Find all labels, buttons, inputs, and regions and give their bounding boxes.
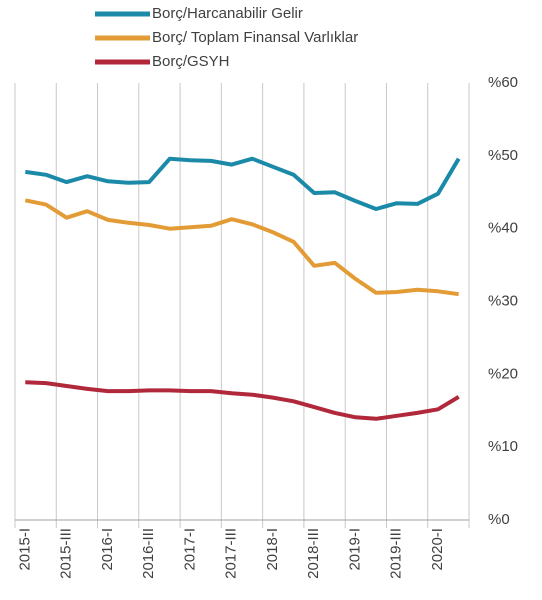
x-tick-label: 2017-I xyxy=(181,528,198,571)
legend-label: Borç/Harcanabilir Gelir xyxy=(152,5,303,22)
x-tick-label: 2017-III xyxy=(223,528,240,579)
x-tick-label: 2016-III xyxy=(140,528,157,579)
series-line xyxy=(25,380,460,421)
y-tick-label: %40 xyxy=(488,220,518,237)
series-line xyxy=(24,198,459,297)
y-tick-label: %60 xyxy=(488,74,518,91)
series-line xyxy=(25,156,461,211)
x-tick-label: 2020-I xyxy=(429,528,446,571)
x-tick-label: 2018-I xyxy=(264,528,281,571)
y-tick-label: %0 xyxy=(488,511,510,528)
x-tick-label: 2015-I xyxy=(16,528,33,571)
y-tick-label: %20 xyxy=(488,365,518,382)
legend-label: Borç/GSYH xyxy=(152,53,230,70)
legend-label: Borç/ Toplam Finansal Varlıklar xyxy=(152,29,358,46)
y-tick-label: %30 xyxy=(488,292,518,309)
x-tick-label: 2019-III xyxy=(388,528,405,579)
x-tick-label: 2016-I xyxy=(99,528,116,571)
x-tick-label: 2019-I xyxy=(346,528,363,571)
y-tick-label: %10 xyxy=(488,438,518,455)
x-tick-label: 2015-III xyxy=(58,528,75,579)
x-tick-label: 2018-III xyxy=(305,528,322,579)
y-tick-label: %50 xyxy=(488,147,518,164)
